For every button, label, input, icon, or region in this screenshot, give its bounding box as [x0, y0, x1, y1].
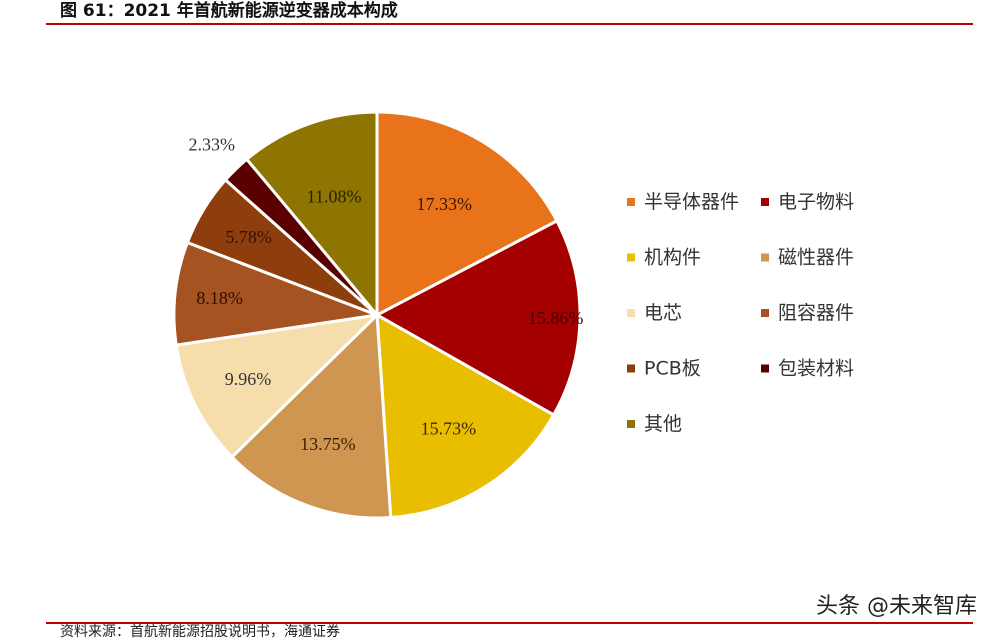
slice-label-5: 8.18% — [196, 288, 243, 308]
legend-item-5: 阻容器件 — [761, 302, 854, 324]
legend-item-4: 电芯 — [627, 302, 682, 324]
legend-label-3: 磁性器件 — [778, 247, 854, 269]
slice-label-3: 13.75% — [300, 434, 356, 454]
pie-slice-5 — [172, 241, 379, 347]
title-divider — [46, 23, 973, 25]
legend-swatch-2 — [627, 253, 635, 262]
legend-label-8: 其他 — [644, 413, 682, 435]
slice-label-2: 15.73% — [421, 418, 477, 438]
legend-item-3: 磁性器件 — [761, 247, 854, 269]
legend-label-2: 机构件 — [644, 247, 701, 269]
legend-swatch-6 — [627, 364, 635, 373]
legend-item-7: 包装材料 — [761, 358, 854, 380]
legend-item-1: 电子物料 — [761, 191, 854, 213]
footer-divider — [46, 622, 973, 624]
legend-swatch-1 — [761, 198, 769, 206]
legend-swatch-5 — [761, 309, 769, 317]
pie-slice-0 — [375, 110, 559, 317]
slice-label-8: 11.08% — [307, 187, 362, 207]
title-bar: 图 61：2021 年首航新能源逆变器成本构成 — [46, 0, 973, 25]
pie-slice-4 — [174, 313, 379, 459]
slice-label-4: 9.96% — [225, 369, 272, 389]
legend-item-0: 半导体器件 — [627, 191, 739, 213]
legend-label-6: PCB板 — [644, 358, 701, 380]
watermark: 头条 @未来智库 — [816, 594, 977, 619]
chart-title: 图 61：2021 年首航新能源逆变器成本构成 — [60, 1, 398, 21]
legend-label-1: 电子物料 — [778, 191, 854, 213]
legend-item-6: PCB板 — [627, 358, 701, 380]
legend-swatch-3 — [761, 253, 769, 262]
pie-labels: 17.33% 15.86% 15.73% 13.75% 9.96% 8.18% 5.78% 2… — [189, 134, 584, 454]
slice-label-6: 5.78% — [225, 227, 272, 247]
legend-label-0: 半导体器件 — [644, 191, 739, 213]
slice-label-0: 17.33% — [417, 194, 473, 214]
legend-swatch-8 — [627, 420, 635, 428]
legend-swatch-7 — [761, 364, 769, 373]
legend-item-8: 其他 — [627, 413, 682, 435]
pie-slice-3 — [230, 313, 393, 520]
source-note: 资料来源：首航新能源招股说明书，海通证券 — [60, 624, 340, 640]
legend-label-5: 阻容器件 — [778, 302, 854, 324]
legend-swatch-4 — [627, 309, 635, 317]
pie-slice-2 — [375, 313, 556, 520]
legend-label-7: 包装材料 — [778, 358, 854, 380]
slice-label-1: 15.86% — [528, 308, 584, 328]
pie-slice-8 — [245, 110, 379, 317]
pie-slices — [172, 110, 582, 520]
legend-item-2: 机构件 — [627, 247, 701, 269]
pie-slice-1 — [375, 219, 582, 417]
slice-label-7: 2.33% — [189, 134, 236, 154]
legend-label-4: 电芯 — [644, 302, 682, 324]
legend-swatch-0 — [627, 198, 635, 206]
